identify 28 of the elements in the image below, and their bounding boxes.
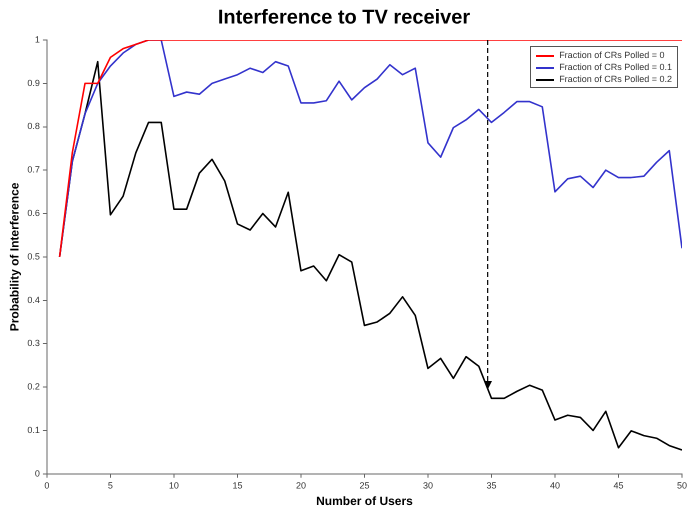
y-tick-label: 0.6 — [27, 208, 40, 218]
legend-label: Fraction of CRs Polled = 0.1 — [559, 62, 672, 72]
x-tick-label: 0 — [44, 480, 50, 491]
x-tick-label: 10 — [168, 480, 179, 491]
y-tick-label: 1 — [34, 34, 40, 44]
x-tick-label: 50 — [676, 480, 688, 491]
y-axis-title: Probability of Interference — [8, 182, 22, 332]
y-tick-label: 0.9 — [27, 78, 40, 88]
legend-label: Fraction of CRs Polled = 0 — [559, 50, 664, 60]
y-tick-label: 0.1 — [27, 424, 40, 435]
x-tick-label: 45 — [613, 480, 624, 491]
y-tick-label: 0.3 — [27, 338, 40, 348]
legend-label: Fraction of CRs Polled = 0.2 — [559, 74, 672, 84]
x-tick-label: 30 — [422, 480, 433, 491]
x-tick-label: 20 — [296, 480, 306, 491]
x-axis-title: Number of Users — [316, 494, 414, 508]
y-tick-label: 0 — [34, 468, 40, 478]
chart-title: Interference to TV receiver — [218, 6, 470, 29]
x-tick-label: 40 — [550, 480, 560, 491]
x-tick-label: 35 — [486, 480, 496, 491]
y-tick-label: 0.5 — [27, 251, 40, 262]
x-tick-label: 15 — [232, 480, 242, 491]
y-tick-label: 0.7 — [27, 164, 40, 175]
y-tick-label: 0.2 — [27, 382, 40, 392]
y-tick-label: 0.4 — [27, 294, 40, 305]
x-tick-label: 25 — [359, 480, 370, 491]
x-tick-label: 5 — [108, 480, 113, 491]
y-tick-label: 0.8 — [27, 121, 40, 132]
